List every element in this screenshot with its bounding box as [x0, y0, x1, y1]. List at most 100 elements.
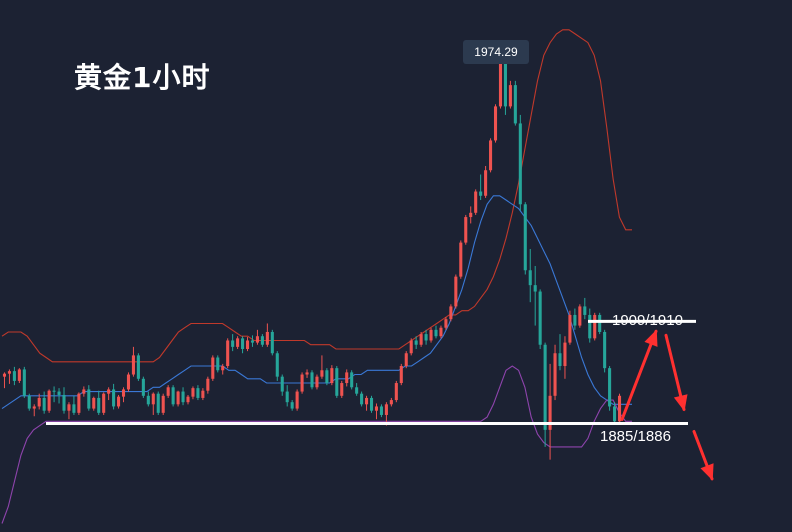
candle-body [518, 123, 522, 205]
candle-body [250, 340, 255, 343]
candle-body [300, 374, 304, 392]
candle-body [394, 383, 398, 401]
candle-body [608, 368, 612, 407]
candle-body [434, 329, 438, 337]
candle-body [151, 393, 155, 405]
candle-body [260, 336, 264, 345]
candle-body [429, 329, 433, 341]
candle-body [603, 331, 607, 369]
candle-body [176, 391, 180, 405]
candle-body [107, 389, 111, 394]
candle-body [340, 383, 344, 396]
candle-body [543, 344, 547, 430]
candle-body [355, 387, 359, 394]
candle-body [414, 340, 418, 345]
candle-body [57, 391, 61, 395]
candle-body [538, 291, 542, 345]
candle-body [513, 85, 517, 124]
up-arrow-head [644, 329, 658, 347]
candle-body [365, 397, 369, 405]
candle-body [161, 395, 165, 413]
candle-body [360, 393, 364, 405]
candle-body [523, 204, 527, 271]
candle-body [37, 397, 41, 407]
candle-body [290, 402, 294, 409]
down-arrow-2-head [700, 463, 714, 481]
candle-body [404, 353, 408, 367]
candle-body [241, 338, 245, 349]
candle-body [325, 370, 329, 384]
candle-body [374, 406, 379, 411]
candle-body [578, 306, 582, 326]
candle-body [379, 406, 383, 415]
upper-bollinger-band [1, 29, 632, 363]
candle-body [206, 378, 210, 391]
candle-body [305, 372, 309, 375]
candle-body [97, 397, 101, 413]
support-level-label: 1885/1886 [600, 428, 671, 445]
candle-body [464, 217, 468, 243]
candle-body [67, 404, 71, 411]
candle-body [384, 404, 388, 415]
candle-body [459, 242, 463, 277]
candle-body [191, 388, 195, 397]
candle-body [553, 353, 557, 396]
candle-body [419, 334, 423, 345]
candle-body [92, 397, 96, 409]
candle-body [186, 396, 190, 403]
candle-body [444, 319, 448, 328]
down-arrow-1-head [673, 394, 688, 412]
candle-body [12, 371, 16, 381]
candle-body [617, 395, 622, 422]
candle-body [42, 397, 46, 411]
candle-body [558, 353, 562, 367]
candle-body [231, 340, 235, 347]
candle-body [62, 394, 66, 411]
candle-body [593, 314, 597, 339]
candle-body [47, 390, 51, 411]
peak-price-label: 1974.29 [463, 40, 529, 64]
candle-body [424, 334, 428, 341]
candle-body [315, 376, 319, 388]
candle-body [588, 314, 592, 339]
candle-body [533, 285, 537, 292]
candle-body [389, 400, 393, 405]
candle-body [409, 340, 413, 354]
candle-body [27, 395, 31, 409]
candle-body [181, 391, 185, 403]
candle-body [484, 170, 488, 196]
candle-body [479, 191, 483, 196]
candle-body [310, 372, 314, 388]
candle-body [350, 372, 354, 388]
candle-body [77, 393, 81, 413]
candle-body [196, 388, 200, 398]
lower-bollinger-band [1, 365, 632, 524]
candle-body [52, 390, 56, 392]
candle-body [563, 342, 567, 367]
candle-body [216, 357, 220, 371]
candle-body [493, 106, 498, 141]
candle-body [498, 51, 503, 107]
candle-body [82, 389, 86, 394]
candle-body [330, 368, 334, 384]
resistance-level-label: 1909/1910 [612, 312, 683, 329]
candle-body [598, 314, 602, 332]
candle-body [489, 140, 493, 171]
candle-body [2, 373, 7, 377]
candle-body [7, 371, 11, 374]
candle-body [171, 387, 175, 405]
candle-body [295, 391, 299, 409]
candle-body [22, 369, 26, 396]
candle-body [141, 378, 145, 396]
candle-body [255, 336, 259, 343]
candle-body [112, 389, 116, 407]
candle-body [474, 191, 478, 213]
candle-body [320, 370, 324, 377]
candle-body [573, 314, 577, 326]
candle-body [32, 406, 36, 409]
candle-body [201, 390, 205, 398]
candle-body [72, 404, 76, 413]
candle-body [156, 393, 160, 413]
candle-body [117, 396, 121, 407]
